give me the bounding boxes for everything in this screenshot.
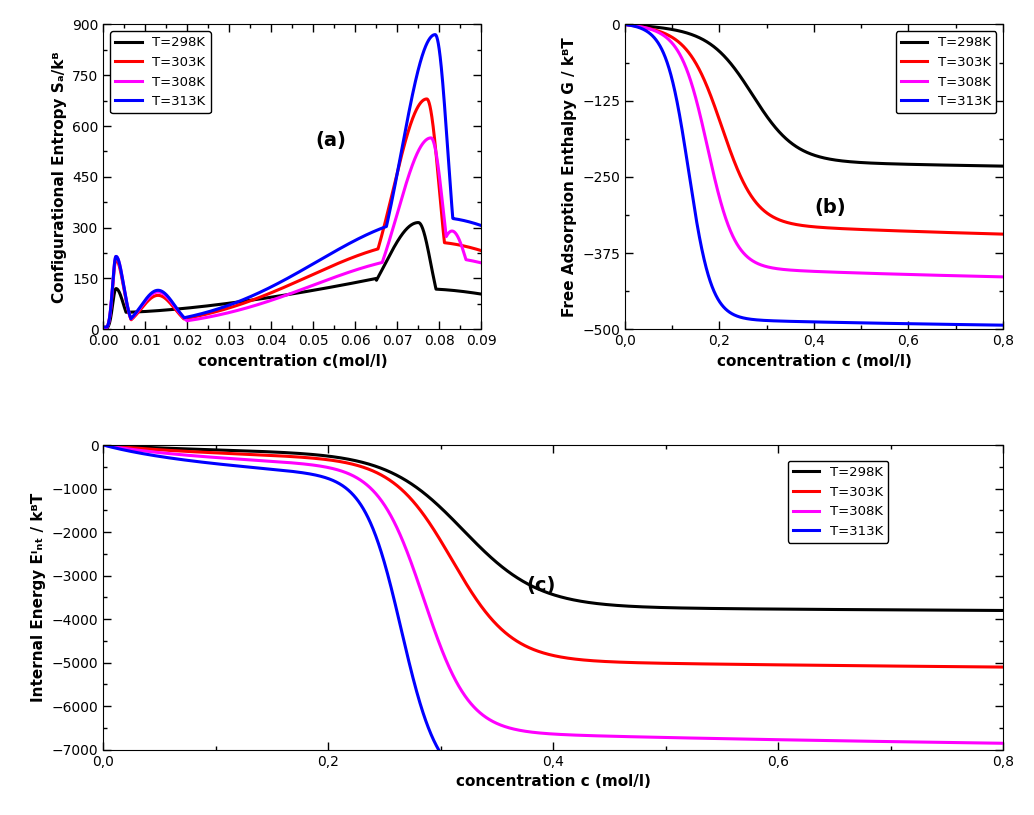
Text: (a): (a) xyxy=(315,131,346,150)
Y-axis label: Configurational Entropy Sₐ/kᴮ: Configurational Entropy Sₐ/kᴮ xyxy=(52,51,66,302)
Y-axis label: Internal Energy Eᴵₙₜ / kᴮT: Internal Energy Eᴵₙₜ / kᴮT xyxy=(31,493,47,702)
X-axis label: concentration c(mol/l): concentration c(mol/l) xyxy=(197,354,387,368)
X-axis label: concentration c (mol/l): concentration c (mol/l) xyxy=(717,354,911,368)
Y-axis label: Free Adsorption Enthalpy G / kᴮT: Free Adsorption Enthalpy G / kᴮT xyxy=(561,37,577,317)
X-axis label: concentration c (mol/l): concentration c (mol/l) xyxy=(456,774,650,789)
Text: (b): (b) xyxy=(814,198,846,218)
Legend: T=298K, T=303K, T=308K, T=313K: T=298K, T=303K, T=308K, T=313K xyxy=(788,460,888,543)
Legend: T=298K, T=303K, T=308K, T=313K: T=298K, T=303K, T=308K, T=313K xyxy=(110,31,211,113)
Text: (c): (c) xyxy=(526,576,555,595)
Legend: T=298K, T=303K, T=308K, T=313K: T=298K, T=303K, T=308K, T=313K xyxy=(895,31,997,113)
